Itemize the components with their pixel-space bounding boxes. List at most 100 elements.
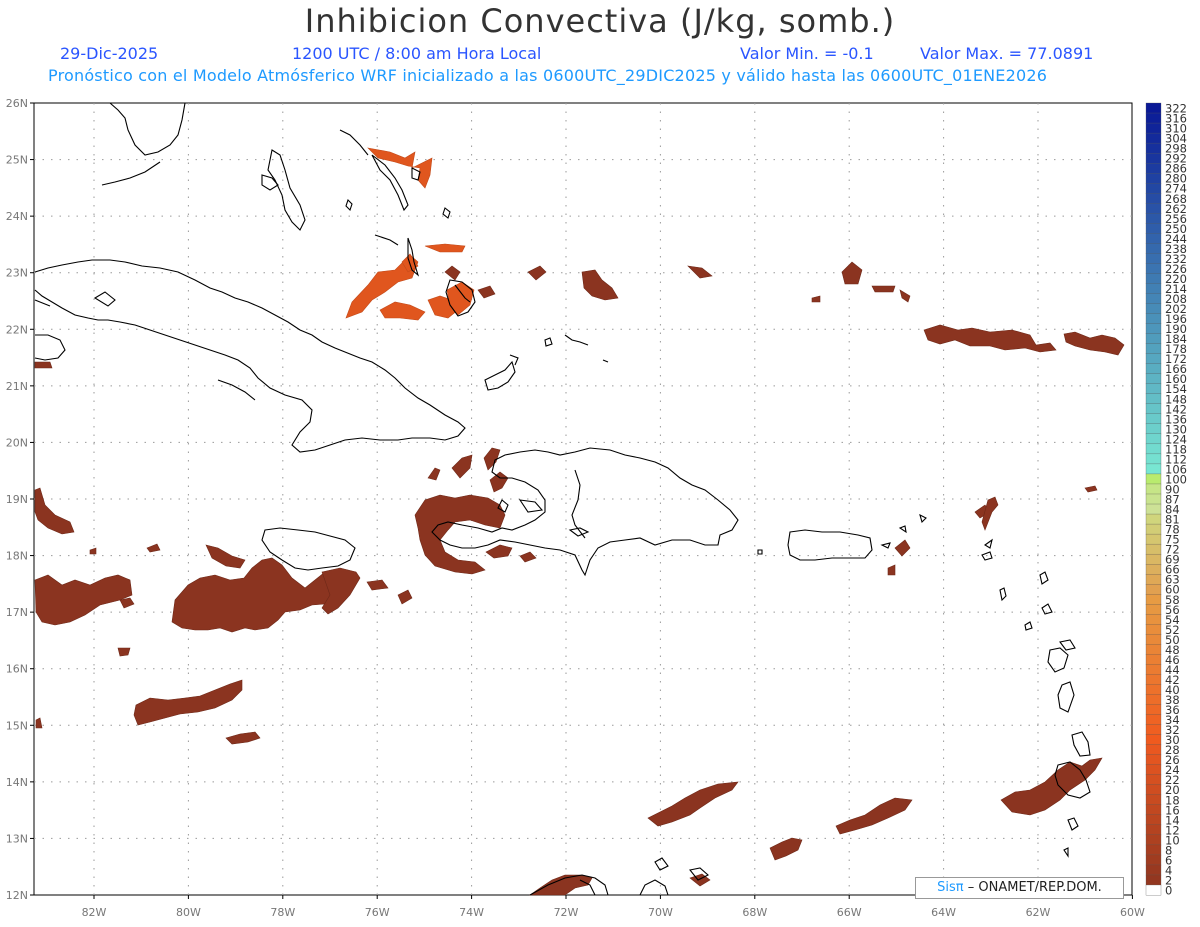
coastline <box>981 551 993 561</box>
lon-label: 72W <box>554 906 579 919</box>
colorbar-swatch <box>1145 263 1162 274</box>
colorbar-label: 262 <box>1165 202 1187 216</box>
colorbar-label: 268 <box>1165 192 1187 206</box>
coastline <box>261 174 279 191</box>
colorbar-swatch <box>1145 774 1162 786</box>
colorbar-swatch <box>1145 654 1162 665</box>
colorbar-swatch <box>1145 834 1162 846</box>
cin-region <box>519 551 537 563</box>
coastline <box>757 549 763 555</box>
coastline <box>518 499 544 513</box>
forecast-time: 1200 UTC / 8:00 am Hora Local <box>292 44 542 63</box>
coastline <box>602 359 609 363</box>
colorbar-label: 50 <box>1165 633 1180 647</box>
colorbar-swatch <box>1145 664 1162 675</box>
colorbar-label: 16 <box>1165 803 1180 817</box>
colorbar-label: 14 <box>1165 813 1180 827</box>
colorbar-swatch <box>1145 463 1162 475</box>
colorbar-swatch <box>1145 553 1162 565</box>
cin-region <box>687 265 713 279</box>
colorbar-swatch <box>1145 754 1162 766</box>
colorbar-swatch <box>1145 393 1162 405</box>
lat-label: 13N <box>6 832 28 845</box>
cin-region <box>835 797 913 835</box>
colorbar-label: 160 <box>1165 372 1187 386</box>
colorbar-label: 208 <box>1165 292 1187 306</box>
coastline <box>898 525 907 534</box>
cin-region <box>981 496 999 531</box>
coastline <box>1047 647 1069 673</box>
lat-label: 18N <box>6 550 28 563</box>
forecast-date: 29-Dic-2025 <box>60 44 159 63</box>
colorbar-swatch <box>1145 684 1162 695</box>
colorbar-swatch <box>1145 794 1162 806</box>
colorbar-label: 56 <box>1165 603 1180 617</box>
colorbar-label: 58 <box>1165 593 1180 607</box>
cin-region <box>485 544 513 559</box>
coastline <box>34 299 51 307</box>
colorbar-label: 24 <box>1165 763 1180 777</box>
colorbar-swatch <box>1145 183 1162 194</box>
colorbar-label: 166 <box>1165 362 1187 376</box>
colorbar-swatch <box>1145 122 1162 134</box>
coastline <box>34 334 66 361</box>
colorbar-label: 112 <box>1165 452 1187 466</box>
coastline <box>544 337 553 347</box>
colorbar-label: 78 <box>1165 523 1180 537</box>
min-value: Valor Min. = -0.1 <box>740 44 874 63</box>
lat-label: 22N <box>6 323 28 336</box>
coastline <box>689 867 709 881</box>
cin-region <box>899 289 911 303</box>
coastline <box>1024 621 1033 631</box>
colorbar-label: 26 <box>1165 753 1180 767</box>
cin-region <box>133 679 243 726</box>
colorbar-label: 202 <box>1165 302 1187 316</box>
colorbar-label: 106 <box>1165 462 1187 476</box>
colorbar-swatch <box>1145 443 1162 455</box>
coastline <box>442 207 451 219</box>
colorbar-swatch <box>1145 574 1162 585</box>
lat-label: 14N <box>6 776 28 789</box>
colorbar-label: 32 <box>1165 723 1180 737</box>
colorbar-swatch <box>1145 303 1162 314</box>
lat-label: 23N <box>6 267 28 280</box>
cin-region <box>527 265 547 281</box>
cin-region <box>581 269 619 301</box>
colorbar-label: 0 <box>1165 884 1172 898</box>
colorbar-label: 18 <box>1165 793 1180 807</box>
colorbar-label: 69 <box>1165 553 1180 567</box>
lon-label: 78W <box>270 906 295 919</box>
colorbar-label: 136 <box>1165 412 1187 426</box>
cin-region <box>894 539 911 557</box>
coastline <box>1071 731 1091 757</box>
colorbar-label: 238 <box>1165 242 1187 256</box>
colorbar-label: 12 <box>1165 823 1180 837</box>
cin-region <box>887 564 896 576</box>
map-title: Inhibicion Convectiva (J/kg, somb.) <box>304 2 896 40</box>
colorbar-label: 244 <box>1165 232 1187 246</box>
cin-region <box>489 471 509 493</box>
coastline <box>983 538 993 549</box>
model-subtitle: Pronóstico con el Modelo Atmósferico WRF… <box>48 66 1048 85</box>
colorbar-swatch <box>1145 353 1162 365</box>
colorbar-swatch <box>1145 203 1162 214</box>
lat-label: 20N <box>6 436 28 449</box>
colorbar-label: 81 <box>1165 513 1180 527</box>
lat-label: 19N <box>6 493 28 506</box>
colorbar-swatch <box>1145 634 1162 645</box>
sis-logo: Sisπ <box>937 880 964 895</box>
colorbar-label: 10 <box>1165 833 1180 847</box>
colorbar-label: 72 <box>1165 543 1180 557</box>
lat-label: 17N <box>6 606 28 619</box>
coastline <box>654 857 669 871</box>
colorbar-label: 256 <box>1165 212 1187 226</box>
coastline <box>1057 681 1075 713</box>
lat-label: 25N <box>6 154 28 167</box>
coastline <box>339 129 369 156</box>
max-value: Valor Max. = 77.0891 <box>920 44 1094 63</box>
colorbar-swatch <box>1145 533 1162 545</box>
colorbar-swatch <box>1145 624 1162 635</box>
coastline <box>999 587 1007 602</box>
colorbar-label: 46 <box>1165 653 1180 667</box>
colorbar-swatch <box>1145 854 1162 866</box>
